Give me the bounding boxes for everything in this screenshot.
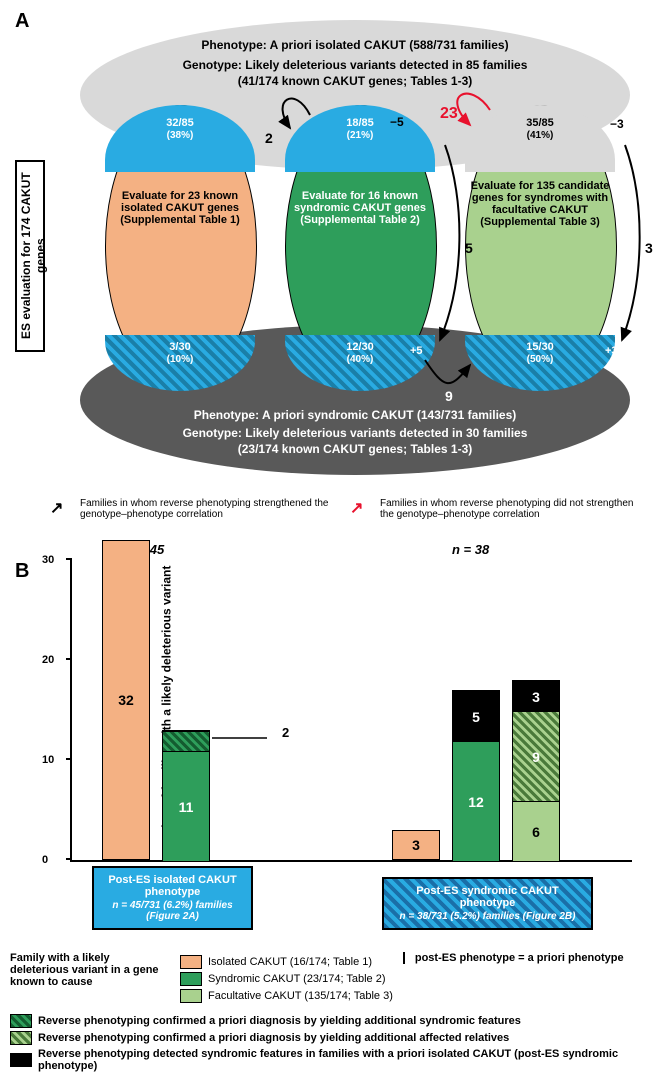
top-line3: (41/174 known CAKUT genes; Tables 1-3): [80, 74, 630, 88]
arrow-legend: ↗Families in whom reverse phenotyping st…: [50, 498, 650, 520]
xbox-2: Post-ES syndromic CAKUT phenotype n = 38…: [382, 877, 593, 930]
bar-chart: Number of families with a likely deleter…: [70, 560, 632, 862]
panel-b-label: B: [15, 560, 29, 583]
num-5p: +5: [410, 345, 423, 357]
n-label-2: n = 38: [452, 542, 489, 557]
num-5: 5: [465, 240, 473, 256]
bar-g2-1: 3: [392, 830, 440, 860]
panel-a: A ES evaluation for 174 CAKUT genes Phen…: [10, 10, 660, 530]
num-3: 3: [645, 240, 653, 256]
top-line2: Genotype: Likely deleterious variants de…: [80, 58, 630, 72]
side-2: 2: [282, 725, 289, 740]
num-5m: −5: [390, 115, 404, 129]
bot-line3: (23/174 known CAKUT genes; Tables 1-3): [80, 442, 630, 456]
num-23: 23: [440, 105, 458, 123]
bot-line1: Phenotype: A priori syndromic CAKUT (143…: [80, 408, 630, 422]
panel-a-label: A: [15, 10, 29, 33]
oval2-text: Evaluate for 16 known syndromic CAKUT ge…: [290, 190, 430, 226]
oval1-text: Evaluate for 23 known isolated CAKUT gen…: [110, 190, 250, 226]
num-3p: +3: [605, 345, 618, 357]
num-3m: −3: [610, 117, 624, 131]
bar-g1-2: 11: [162, 730, 210, 860]
legend: Family with a likely deleterious variant…: [10, 952, 660, 1072]
bar-g1-1: 32: [102, 540, 150, 860]
top-line1: Phenotype: A priori isolated CAKUT (588/…: [80, 38, 630, 52]
oval3-text: Evaluate for 135 candidate genes for syn…: [470, 180, 610, 228]
panel-b: B Number of families with a likely delet…: [10, 560, 660, 1072]
xbox-1: Post-ES isolated CAKUT phenotype n = 45/…: [92, 866, 253, 930]
side-label: ES evaluation for 174 CAKUT genes: [15, 160, 45, 352]
num-2: 2: [265, 130, 273, 146]
num-9: 9: [445, 388, 453, 404]
bar-g2-3: 3 9 6: [512, 680, 560, 860]
bot-line2: Genotype: Likely deleterious variants de…: [80, 426, 630, 440]
bar-g2-2: 5 12: [452, 690, 500, 860]
